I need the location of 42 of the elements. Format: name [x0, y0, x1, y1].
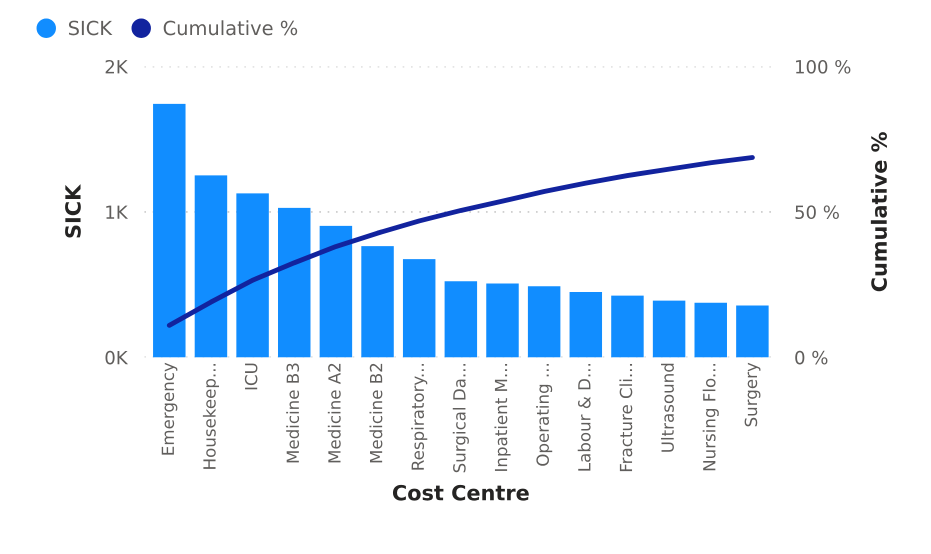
- x-tick-label: Labour & D...: [578, 364, 591, 471]
- y-tick-label: 2K: [106, 60, 128, 74]
- bar: [153, 104, 186, 358]
- y2-tick-label: 50 %: [795, 205, 839, 220]
- bar: [486, 283, 519, 358]
- bar: [444, 281, 478, 358]
- bar: [570, 292, 602, 358]
- y-tick-label: 0K: [106, 350, 128, 364]
- bar: [611, 296, 644, 358]
- bar: [236, 193, 269, 358]
- x-tick-label: Emergency: [162, 362, 178, 455]
- y2-tick-label: 100 %: [796, 60, 850, 74]
- x-tick-label: Fracture Cli...: [619, 364, 632, 472]
- line-series: [166, 155, 755, 328]
- y-tick-label: 1K: [106, 206, 128, 219]
- bar: [194, 175, 228, 358]
- x-tick-label: Surgery: [744, 362, 760, 426]
- x-tick-label: Operating ...: [536, 364, 552, 466]
- x-tick-label: Medicine A2: [328, 364, 341, 462]
- x-tick-label: Nursing Flo...: [702, 364, 719, 470]
- y2-tick-label: 0 %: [795, 350, 828, 364]
- x-tick-label: Surgical Da...: [452, 364, 469, 472]
- x-tick-label: Housekeep...: [202, 364, 220, 469]
- x-tick-label: Inpatient M...: [494, 364, 511, 471]
- bar: [528, 286, 560, 358]
- bar: [694, 302, 727, 358]
- bar: [652, 300, 686, 358]
- y2-axis-title: Cumulative %: [870, 132, 887, 292]
- legend-label: SICK: [68, 20, 112, 36]
- y-axis-title: SICK: [65, 184, 81, 238]
- x-tick-label: ICU: [244, 364, 258, 390]
- x-tick-label: Respiratory...: [411, 364, 428, 470]
- bar: [278, 208, 310, 358]
- x-tick-label: Medicine B3: [286, 364, 300, 462]
- bar: [736, 306, 769, 358]
- bar: [402, 259, 436, 358]
- bar: [320, 226, 352, 358]
- x-tick-label: Medicine B2: [369, 364, 382, 462]
- bar: [361, 246, 394, 358]
- x-axis-title: Cost Centre: [392, 484, 529, 501]
- legend-label: Cumulative %: [164, 20, 298, 36]
- x-tick-label: Ultrasound: [661, 364, 674, 452]
